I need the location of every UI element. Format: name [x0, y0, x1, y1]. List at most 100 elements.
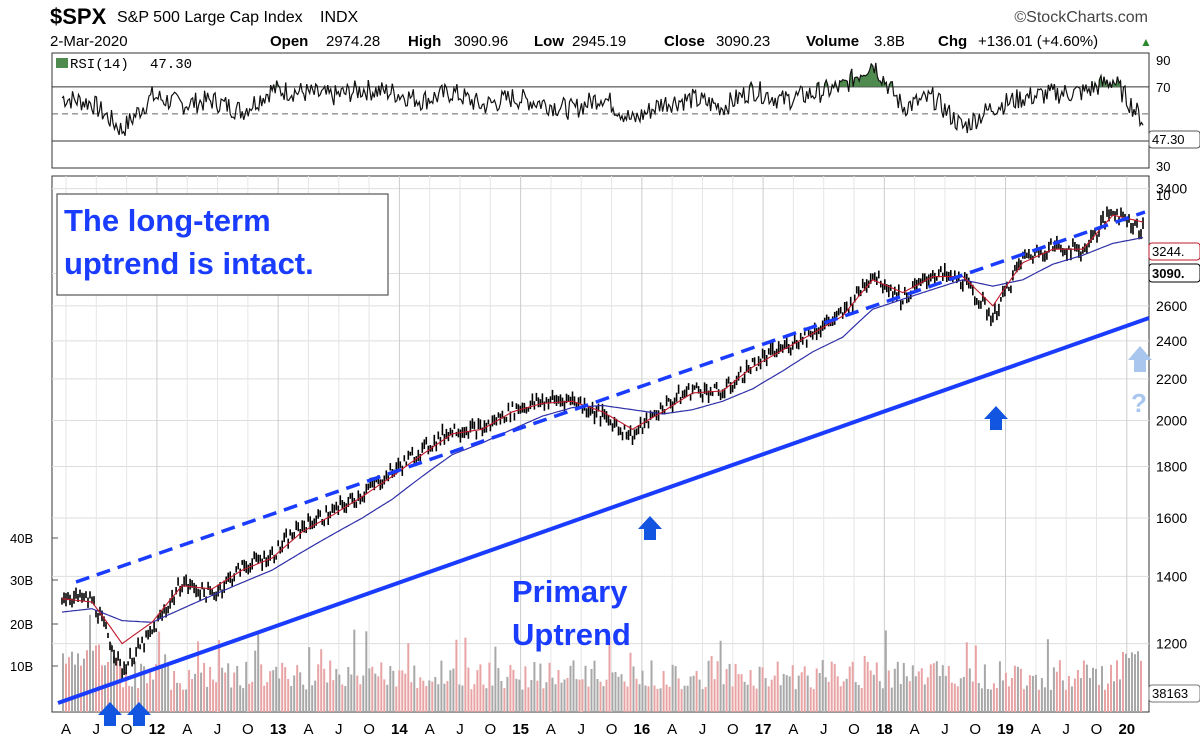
volume-bar: [485, 688, 488, 712]
volume-bar: [197, 641, 200, 712]
volume-bar: [209, 666, 212, 712]
volume-bar: [914, 676, 917, 712]
volume-tag: 38163: [1148, 684, 1200, 703]
volume-bar: [122, 687, 125, 712]
volume-bar: [749, 670, 752, 712]
volume-bar: [491, 685, 494, 712]
support-up-arrow-icon: [984, 406, 1008, 430]
volume-bar: [923, 684, 926, 712]
volume-bar: [194, 673, 197, 712]
chg-arrow: ▲: [1140, 35, 1152, 49]
volume-bar: [1101, 666, 1103, 712]
volume-bar: [737, 674, 740, 712]
volume-bar: [848, 666, 851, 712]
volume-bar: [632, 666, 635, 712]
volume-bar: [182, 689, 185, 712]
volume-bar: [752, 685, 755, 712]
volume-bar: [707, 660, 710, 712]
volume-bar: [110, 643, 112, 712]
volume-bar: [1064, 689, 1067, 712]
rsi-line: [61, 62, 1144, 137]
volume-bar: [977, 683, 980, 712]
date-tick-21: J: [699, 721, 707, 738]
volume-bar: [131, 686, 134, 712]
volume-bar: [1089, 678, 1091, 712]
date-tick-15: 15: [512, 721, 529, 738]
rsi-value-tag: 47.30: [1148, 130, 1200, 149]
price-grid: [52, 176, 1149, 712]
volume-bar: [188, 670, 191, 712]
volume-bar: [662, 671, 665, 712]
volume-bar: [407, 643, 410, 712]
volume-bar: [980, 688, 983, 712]
index-name: S&P 500 Large Cap Index: [117, 9, 303, 26]
volume-bar: [920, 668, 923, 712]
price-tick-1400: 1400: [1156, 568, 1187, 584]
volume-bar: [1004, 672, 1007, 712]
volume-bar: [983, 664, 986, 712]
volume-bar: [965, 642, 968, 712]
volume-bar: [551, 677, 554, 712]
volume-bar: [878, 681, 881, 712]
volume-bar: [116, 657, 118, 712]
volume-bar: [464, 637, 467, 712]
volume-bar: [857, 685, 860, 712]
volume-bar: [584, 665, 587, 712]
volume-bar: [698, 679, 701, 712]
volume-bar: [971, 681, 974, 712]
volume-bar: [860, 688, 863, 712]
volume-bar: [974, 645, 977, 712]
volume-bar: [1052, 667, 1055, 712]
volume-bar: [1137, 651, 1139, 712]
volume-bar: [293, 675, 296, 712]
volume-bar: [218, 640, 221, 712]
volume-bar: [593, 660, 596, 712]
volume-bar: [932, 663, 935, 712]
volume-bar: [518, 679, 521, 712]
volume-bar: [488, 662, 491, 712]
rsi-tick-30: 30: [1156, 159, 1170, 174]
volume-bar: [143, 666, 146, 712]
volume-bar: [1043, 687, 1046, 712]
volume-bar: [230, 687, 233, 712]
volume-bar: [167, 662, 170, 712]
volume-bar: [203, 662, 206, 712]
volume-bar: [539, 663, 542, 712]
volume-bar: [461, 685, 464, 712]
volume-bar: [1016, 666, 1019, 712]
volume-bar: [629, 652, 632, 712]
volume-bar: [311, 685, 314, 712]
volume-bar: [470, 689, 473, 712]
rsi-frame: [51, 52, 1150, 169]
volume-bar: [71, 651, 73, 712]
volume-bar: [365, 631, 368, 712]
volume-bar: [1131, 652, 1133, 712]
volume-bar: [263, 685, 266, 712]
volume-bar: [842, 681, 845, 712]
volume-bar: [1098, 684, 1100, 712]
volume-bar: [191, 679, 194, 712]
volume-bar: [659, 688, 662, 712]
volume-bar: [956, 686, 959, 712]
volume-bar: [650, 660, 653, 712]
volume-bar: [353, 629, 356, 712]
volume-bar: [1067, 676, 1070, 712]
sma-price-tag: 3244.: [1148, 242, 1200, 261]
volume-bar: [743, 681, 746, 712]
high-label: High: [408, 33, 441, 50]
volume-bar: [1001, 680, 1004, 712]
volume-bar: [812, 689, 815, 712]
volume-bar: [758, 666, 761, 712]
volume-bar: [545, 682, 548, 712]
volume-bar: [215, 682, 218, 712]
volume-bar: [443, 683, 446, 712]
volume-bar: [626, 686, 629, 712]
chg-value: +136.01 (+4.60%): [978, 33, 1098, 50]
volume-bar: [170, 689, 173, 712]
volume-bar: [446, 681, 449, 712]
volume-bar: [968, 668, 971, 712]
volume-bar: [962, 676, 965, 712]
volume-bar: [431, 681, 434, 712]
volume-bar: [278, 678, 281, 712]
volume-bar: [899, 684, 902, 712]
